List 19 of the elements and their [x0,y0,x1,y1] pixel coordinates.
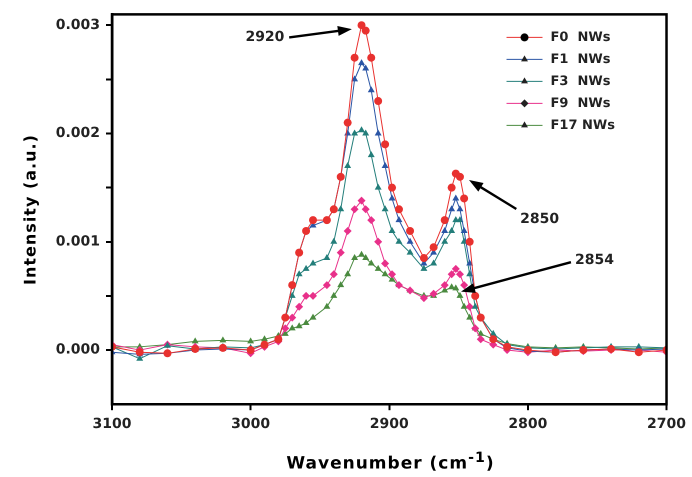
legend-label: F3 NWs [550,74,611,89]
annotation: 2854 [575,252,614,268]
y-tick-label: 0.001 [56,233,100,250]
y-tick-label: 0.002 [56,125,100,142]
legend-label: F17 NWs [550,118,616,133]
y-tick-label: 0.003 [56,16,100,33]
y-tick-label: 0.000 [56,342,100,358]
annotation: 2850 [520,211,560,228]
x-tick-label: 2700 [647,416,686,432]
legend-label: F1 NWs [550,52,611,67]
x-tick-label: 2900 [370,416,409,432]
legend-label: F0 NWs [550,30,611,45]
x-axis-title: Wavenumber (cm$^{-1}$) [285,450,496,474]
x-tick-label: 3000 [231,416,270,432]
legend-label: F9 NWs [550,96,611,111]
y-axis-title: Intensity (a.u.) [20,133,40,287]
x-tick-label: 2800 [508,416,548,432]
annotation: 2920 [245,29,284,45]
x-tick-label: 3100 [92,416,132,432]
